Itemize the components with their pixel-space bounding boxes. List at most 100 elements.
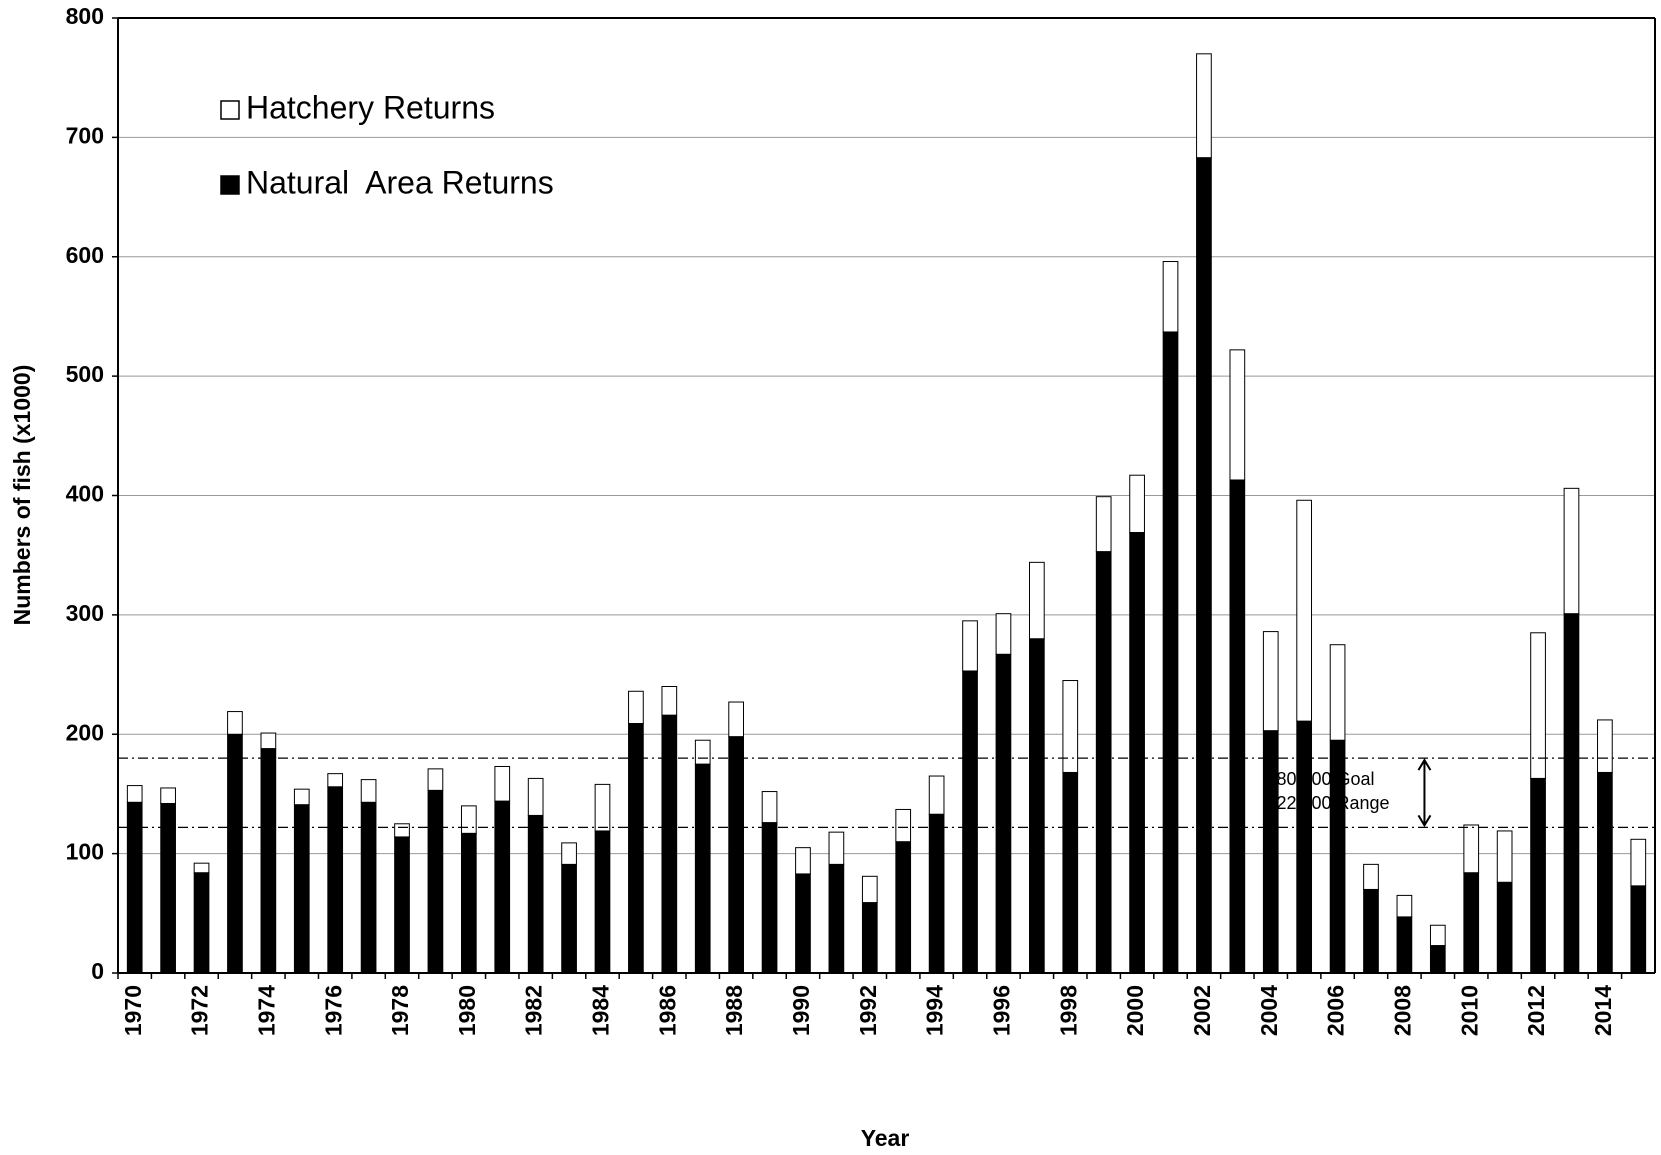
y-tick-label: 100	[66, 839, 104, 865]
bar-segment	[828, 831, 845, 865]
bar-segment	[427, 768, 444, 791]
bar-segment	[995, 613, 1012, 655]
bar-segment	[1229, 349, 1246, 481]
bar-segment	[1429, 945, 1446, 974]
bar-segment	[1329, 644, 1346, 741]
bar-segment	[160, 802, 176, 974]
y-tick-label: 200	[66, 719, 104, 745]
bar-segment	[761, 791, 778, 824]
x-tick-label: 1996	[989, 985, 1015, 1036]
x-tick-label: 1978	[387, 985, 413, 1036]
bar-segment	[1029, 561, 1045, 640]
bar-segment	[1563, 613, 1580, 974]
x-tick-label: 1976	[320, 985, 346, 1036]
annotation: 122,000 Range	[1266, 793, 1389, 813]
bar-segment	[227, 711, 243, 735]
bar-segment	[728, 736, 744, 974]
bar-segment	[1630, 838, 1647, 887]
bar-segment	[427, 789, 444, 974]
bar-segment	[795, 847, 811, 875]
x-tick-label: 2002	[1189, 985, 1215, 1036]
legend-swatch	[220, 175, 240, 195]
bar-segment	[494, 765, 511, 802]
bar-segment	[293, 788, 310, 806]
bar-segment	[527, 814, 544, 974]
bar-segment	[360, 779, 377, 803]
bar-segment	[193, 872, 210, 974]
y-tick-label: 500	[66, 361, 104, 387]
bar-segment	[561, 842, 577, 865]
bar-segment	[460, 832, 477, 974]
bar-segment	[628, 723, 644, 974]
bar-segment	[728, 701, 744, 738]
x-tick-label: 1972	[187, 985, 213, 1036]
bar-segment	[327, 786, 344, 974]
x-tick-label: 2012	[1523, 985, 1549, 1036]
bar-segment	[1029, 638, 1045, 974]
bar-segment	[1530, 777, 1546, 974]
bar-segment	[1463, 872, 1480, 974]
bar-segment	[962, 620, 978, 672]
bar-segment	[1563, 487, 1580, 615]
legend-swatch	[220, 100, 240, 120]
bar-segment	[293, 804, 310, 974]
y-tick-label: 400	[66, 481, 104, 507]
bar-segment	[1129, 474, 1145, 534]
bar-segment	[828, 863, 845, 974]
y-tick-label: 800	[66, 3, 104, 29]
x-tick-label: 2008	[1389, 985, 1415, 1036]
x-tick-label: 1988	[721, 985, 747, 1036]
legend-label: Hatchery Returns	[246, 89, 495, 125]
x-tick-label: 1984	[588, 985, 614, 1036]
bar-segment	[628, 690, 644, 725]
x-tick-label: 2014	[1590, 985, 1616, 1036]
x-tick-label: 2006	[1323, 985, 1349, 1036]
bar-segment	[1162, 331, 1179, 974]
bar-segment	[1597, 771, 1613, 974]
bar-segment	[1129, 532, 1145, 974]
y-tick-label: 300	[66, 600, 104, 626]
arrow-head	[1417, 814, 1432, 828]
bar-segment	[394, 836, 410, 974]
x-tick-label: 1982	[521, 985, 547, 1036]
bar-segment	[1396, 894, 1413, 918]
bar-segment	[594, 830, 611, 974]
x-tick-label: 1992	[855, 985, 881, 1036]
bar-segment	[661, 686, 678, 716]
bar-segment	[1496, 881, 1513, 974]
bar-segment	[126, 785, 143, 803]
bar-segment	[1463, 824, 1480, 874]
bar-segment	[1196, 157, 1212, 974]
x-tick-label: 1980	[454, 985, 480, 1036]
bar-segment	[1229, 479, 1246, 974]
bar-segment	[761, 822, 778, 974]
bar-segment	[527, 777, 544, 816]
bar-segment	[1196, 53, 1212, 159]
legend-label: Natural Area Returns	[246, 164, 554, 200]
bar-segment	[1062, 771, 1079, 974]
bar-segment	[260, 748, 277, 974]
bar-segment	[594, 783, 611, 832]
bar-segment	[928, 813, 945, 974]
x-tick-label: 1990	[788, 985, 814, 1036]
bar-segment	[661, 714, 678, 974]
bar-segment	[1597, 719, 1613, 773]
bar-segment	[193, 862, 210, 874]
bar-segment	[1062, 680, 1079, 773]
bar-segment	[694, 739, 711, 765]
bar-segment	[861, 875, 878, 904]
bar-segment	[895, 841, 912, 974]
y-tick-label: 0	[91, 958, 104, 984]
y-axis-label: Numbers of fish (x1000)	[9, 365, 35, 626]
annotation: 180,000 Goal	[1266, 769, 1374, 789]
bar-segment	[1429, 924, 1446, 947]
x-tick-label: 2000	[1122, 985, 1148, 1036]
bar-segment	[460, 805, 477, 834]
bar-segment	[160, 787, 176, 804]
arrow-head	[1417, 758, 1432, 771]
x-tick-label: 2010	[1456, 985, 1482, 1036]
bar-segment	[394, 823, 410, 838]
bar-segment	[995, 653, 1012, 974]
x-tick-label: 1970	[120, 985, 146, 1036]
